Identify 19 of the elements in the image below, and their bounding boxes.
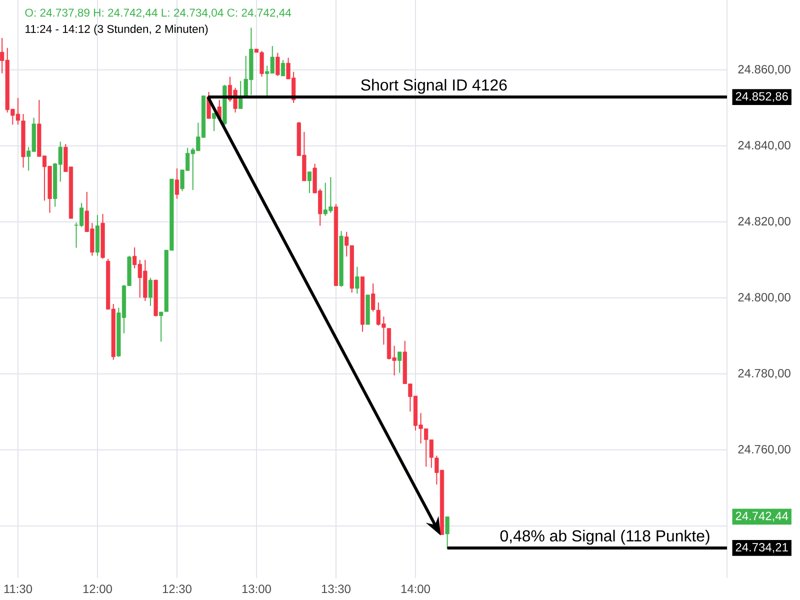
text: O: 24.737,89 H: 24.742,44 L: 24.734,04 C: 24.742,44: [25, 8, 292, 18]
x-tick-label: 13:30: [322, 584, 350, 594]
ref-line-label: 24.734,21: [736, 542, 788, 553]
x-tick-label: 11:30: [4, 584, 32, 594]
y-tick-label: 24.860,00: [738, 64, 790, 75]
x-tick-label: 12:30: [162, 584, 192, 594]
x-tick-label: 12:00: [83, 584, 112, 594]
y-tick-label: 24.780,00: [738, 368, 790, 379]
y-tick-label: 24.760,00: [738, 444, 790, 455]
annotation: Short Signal ID 4126: [361, 78, 507, 94]
y-tick-label: 24.820,00: [738, 216, 790, 227]
y-tick-label: 24.840,00: [738, 140, 790, 151]
ref-line-label: 24.852,86: [736, 92, 788, 102]
x-tick-label: 13:00: [242, 584, 271, 594]
x-tick-label: 14:00: [401, 584, 430, 594]
y-tick-label: 24.800,00: [738, 292, 790, 303]
annotation: 0,48% ab Signal (118 Punkte): [500, 530, 710, 545]
text: 11:24 - 14:12 (3 Stunden, 2 Minuten): [26, 24, 208, 36]
text: 24.742,44: [736, 512, 788, 522]
